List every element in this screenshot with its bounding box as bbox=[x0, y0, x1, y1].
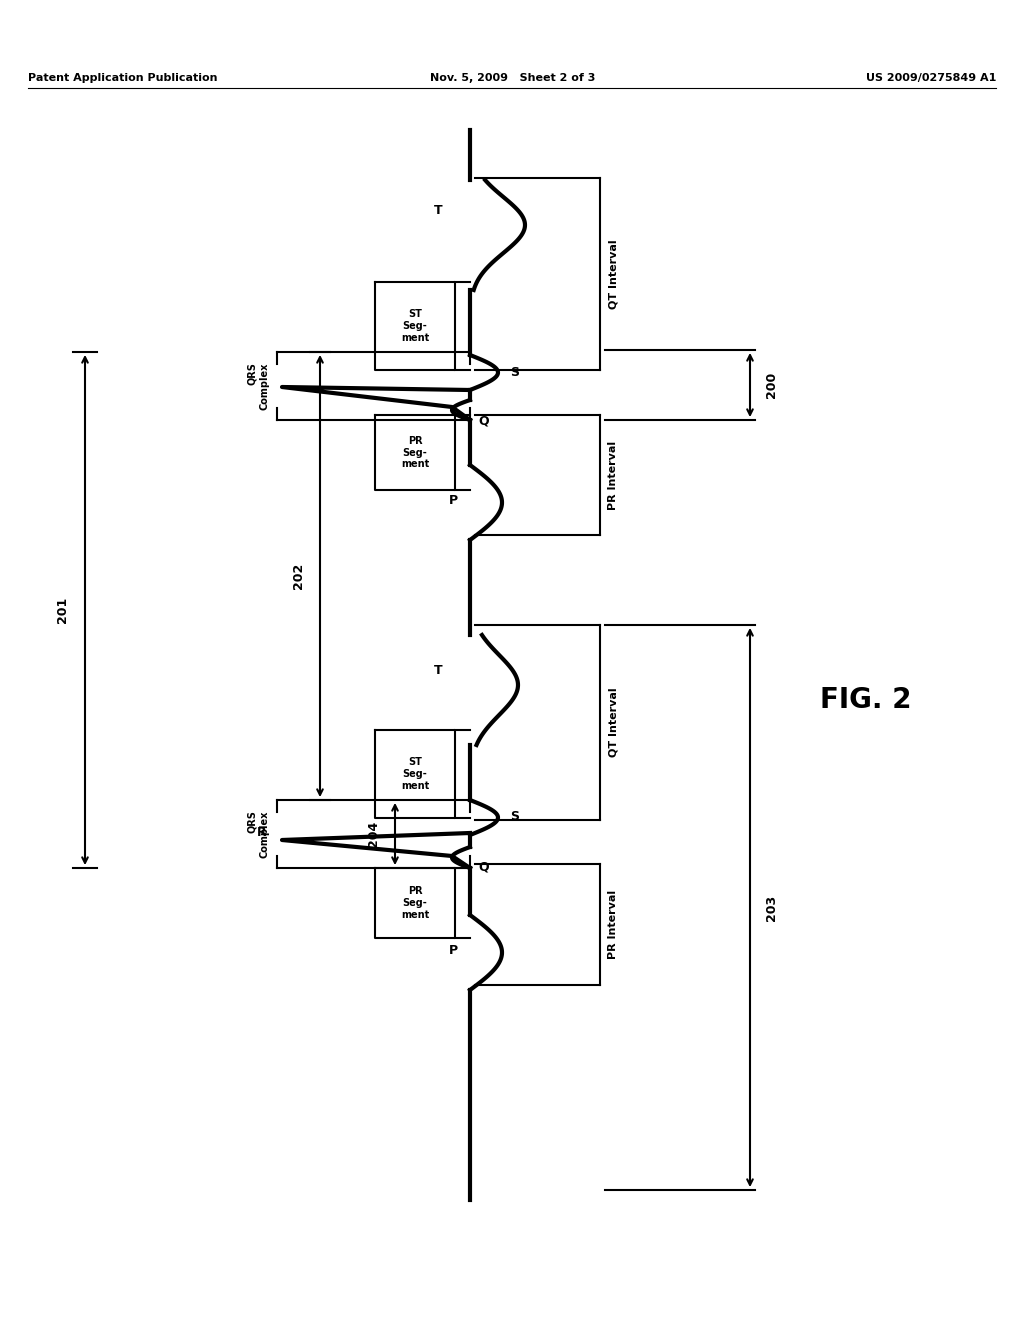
Text: Nov. 5, 2009   Sheet 2 of 3: Nov. 5, 2009 Sheet 2 of 3 bbox=[430, 73, 595, 83]
Text: 202: 202 bbox=[292, 562, 305, 589]
Text: FIG. 2: FIG. 2 bbox=[820, 686, 911, 714]
Text: PR Interval: PR Interval bbox=[608, 890, 618, 960]
Text: P: P bbox=[449, 494, 458, 507]
Text: 201: 201 bbox=[56, 597, 69, 623]
Text: PR
Seg-
ment: PR Seg- ment bbox=[400, 887, 429, 920]
Text: QRS
Complex: QRS Complex bbox=[248, 362, 269, 409]
Text: US 2009/0275849 A1: US 2009/0275849 A1 bbox=[865, 73, 996, 83]
Text: S: S bbox=[510, 810, 519, 824]
Text: T: T bbox=[433, 664, 442, 676]
Text: Q: Q bbox=[478, 414, 488, 428]
Text: 204: 204 bbox=[367, 821, 380, 847]
Text: Q: Q bbox=[478, 861, 488, 874]
Text: S: S bbox=[510, 366, 519, 379]
Text: QT Interval: QT Interval bbox=[608, 688, 618, 758]
Text: PR Interval: PR Interval bbox=[608, 441, 618, 510]
Text: R: R bbox=[257, 825, 267, 838]
Text: PR
Seg-
ment: PR Seg- ment bbox=[400, 436, 429, 469]
Text: P: P bbox=[449, 944, 458, 957]
Text: 203: 203 bbox=[765, 895, 778, 920]
Text: QRS
Complex: QRS Complex bbox=[248, 810, 269, 858]
Text: 200: 200 bbox=[765, 372, 778, 399]
Text: QT Interval: QT Interval bbox=[608, 239, 618, 309]
Text: ST
Seg-
ment: ST Seg- ment bbox=[400, 758, 429, 791]
Text: T: T bbox=[433, 203, 442, 216]
Text: Patent Application Publication: Patent Application Publication bbox=[28, 73, 217, 83]
Text: ST
Seg-
ment: ST Seg- ment bbox=[400, 309, 429, 343]
